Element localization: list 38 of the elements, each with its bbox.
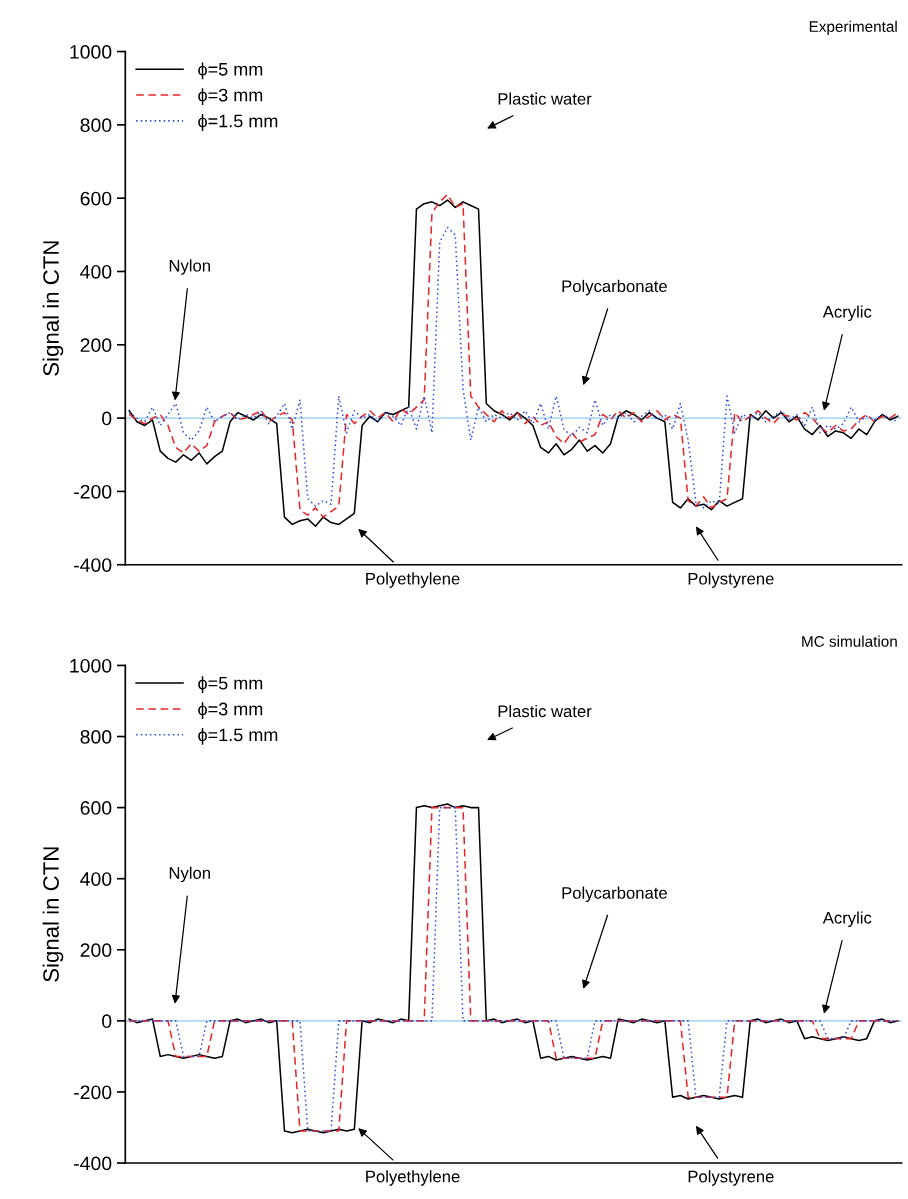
y-tick-label: 200 bbox=[80, 338, 112, 353]
y-tick-label: 600 bbox=[80, 191, 112, 206]
y-tick-label: 0 bbox=[102, 411, 112, 426]
y-tick-label: -400 bbox=[74, 558, 112, 572]
annotation: Nylon bbox=[169, 259, 210, 275]
legend-label: ϕ=5 mm bbox=[198, 676, 263, 694]
legend-label: ϕ=3 mm bbox=[198, 88, 263, 106]
annotation: Polycarbonate bbox=[562, 886, 667, 903]
text: Polyethylene bbox=[366, 1170, 460, 1186]
annotation: Plastic water bbox=[498, 704, 592, 718]
legend-label: ϕ=1.5 mm bbox=[198, 114, 278, 131]
y-tick-label: 0 bbox=[102, 1014, 112, 1029]
y-tick-label: 800 bbox=[80, 118, 112, 133]
y-tick-label: 200 bbox=[80, 943, 112, 958]
text: Polystyrene bbox=[688, 1170, 774, 1186]
annotation: Polycarbonate bbox=[562, 279, 667, 296]
y-axis-title: Signal in CTN bbox=[42, 241, 64, 376]
annotation: Acrylic bbox=[822, 305, 872, 322]
y-axis-title: Signal in CTN bbox=[42, 847, 64, 982]
legend-label: ϕ=5 mm bbox=[198, 62, 263, 80]
annotation: Nylon bbox=[169, 866, 210, 883]
y-tick-label: -200 bbox=[74, 484, 112, 499]
text: Experimental bbox=[809, 20, 897, 36]
y-tick-label: -400 bbox=[74, 1156, 112, 1171]
y-tick-label: 800 bbox=[80, 730, 112, 744]
annotation: Plastic water bbox=[498, 92, 592, 105]
y-tick-label: -200 bbox=[74, 1085, 112, 1100]
text: Polyethylene bbox=[366, 572, 460, 588]
y-tick-label: 600 bbox=[80, 801, 112, 815]
annotation: Acrylic bbox=[822, 911, 872, 927]
text: MC simulation bbox=[802, 635, 897, 647]
legend-label: ϕ=1.5 mm bbox=[198, 728, 278, 745]
y-tick-label: 1000 bbox=[70, 45, 112, 59]
y-tick-label: 400 bbox=[80, 872, 112, 886]
text: Polystyrene bbox=[688, 572, 774, 588]
legend-label: ϕ=3 mm bbox=[198, 702, 263, 719]
y-tick-label: 1000 bbox=[70, 658, 112, 673]
y-tick-label: 400 bbox=[80, 264, 112, 279]
